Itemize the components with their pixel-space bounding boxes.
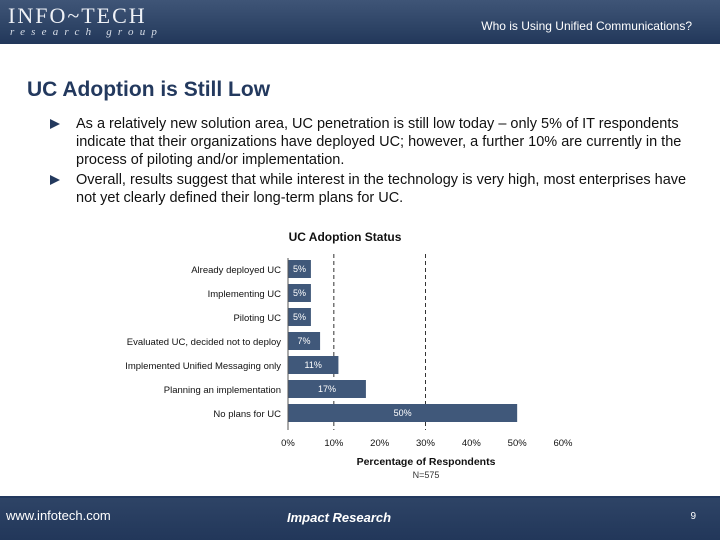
footer-bar: www.infotech.com Impact Research 9 xyxy=(0,498,720,540)
section-title: Who is Using Unified Communications? xyxy=(481,19,692,33)
chart-x-tick-label: 60% xyxy=(553,438,573,449)
chart-category-label: Implementing UC xyxy=(208,289,282,300)
chart-category-label: Implemented Unified Messaging only xyxy=(125,361,281,372)
chart-category-label: Piloting UC xyxy=(233,313,281,324)
footer-tagline: Impact Research xyxy=(287,510,392,525)
chart-x-tick-label: 30% xyxy=(416,438,436,449)
bullet-text: Overall, results suggest that while inte… xyxy=(76,172,687,206)
chart-data-label: 5% xyxy=(293,264,306,274)
bullet-item: Overall, results suggest that while inte… xyxy=(48,171,688,207)
footer-divider xyxy=(0,496,720,498)
chart-sample-size-note: N=575 xyxy=(413,470,440,480)
chart-x-tick-label: 40% xyxy=(462,438,482,449)
chart-category-label: Evaluated UC, decided not to deploy xyxy=(127,337,281,348)
chart-category-label: Planning an implementation xyxy=(164,385,281,396)
bullet-list: As a relatively new solution area, UC pe… xyxy=(48,115,688,209)
chart-x-tick-label: 20% xyxy=(370,438,390,449)
page-number: 9 xyxy=(690,511,696,522)
chart-bar xyxy=(288,404,518,422)
chart-bar xyxy=(288,380,366,398)
chart-data-label: 5% xyxy=(293,312,306,322)
adoption-bar-chart: UC Adoption Status Already deployed UC 5%… xyxy=(125,230,573,480)
chart-category-label: No plans for UC xyxy=(213,409,281,420)
chart-data-label: 11% xyxy=(305,360,322,370)
bullet-text: As a relatively new solution area, UC pe… xyxy=(76,116,682,168)
bullet-arrow-icon xyxy=(50,119,60,129)
chart-data-label: 50% xyxy=(394,408,412,418)
chart-bar xyxy=(288,356,339,374)
chart-bar xyxy=(288,332,321,350)
chart-title: UC Adoption Status xyxy=(289,230,402,244)
chart-category-label: Already deployed UC xyxy=(191,265,281,276)
footer-website-link[interactable]: www.infotech.com xyxy=(6,508,111,523)
header-bar: INFO~TECH research group Who is Using Un… xyxy=(0,0,720,44)
chart-data-label: 7% xyxy=(298,336,311,346)
chart-x-tick-label: 50% xyxy=(508,438,528,449)
chart-x-tick-label: 0% xyxy=(281,438,295,449)
logo-tagline: research group xyxy=(10,26,164,38)
chart-data-label: 5% xyxy=(293,288,306,298)
chart-data-label: 17% xyxy=(318,384,336,394)
bullet-item: As a relatively new solution area, UC pe… xyxy=(48,115,688,169)
chart-x-tick-label: 10% xyxy=(324,438,344,449)
slide-title: UC Adoption is Still Low xyxy=(27,78,271,101)
chart-x-axis-label: Percentage of Respondents xyxy=(357,456,496,468)
chart-bar xyxy=(288,308,311,326)
chart-bar xyxy=(288,260,311,278)
bullet-arrow-icon xyxy=(50,175,60,185)
chart-bar xyxy=(288,284,311,302)
logo-wordmark: INFO~TECH xyxy=(8,3,147,28)
